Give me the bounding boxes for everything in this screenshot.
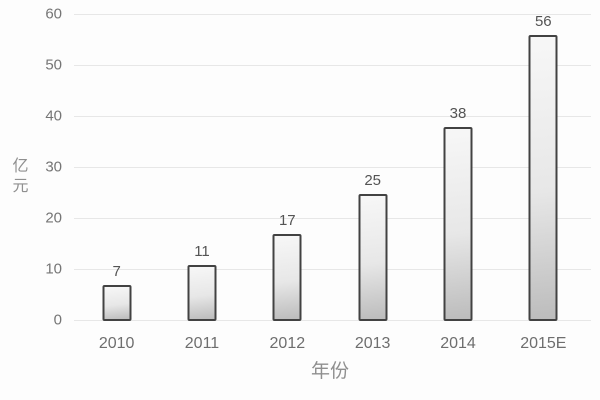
gridline bbox=[74, 64, 591, 66]
bar-slot: 7 2010 bbox=[74, 15, 159, 351]
bar-slot: 25 2013 bbox=[330, 15, 415, 352]
gridline bbox=[74, 115, 591, 117]
x-tick-label: 2012 bbox=[269, 335, 306, 352]
x-tick-label: 2014 bbox=[440, 335, 476, 352]
bar-value-label: 38 bbox=[449, 105, 467, 123]
bar-value-label: 25 bbox=[364, 171, 381, 189]
x-tick-label: 2015E bbox=[520, 335, 567, 352]
y-tick-label: 30 bbox=[45, 158, 62, 176]
bar-value-label: 56 bbox=[534, 13, 552, 31]
gridline bbox=[74, 14, 591, 15]
y-tick-label: 0 bbox=[53, 311, 62, 329]
bar bbox=[272, 234, 302, 321]
bar-value-label: 17 bbox=[278, 212, 296, 230]
x-axis-title: 年份 bbox=[310, 361, 349, 382]
bar-slot: 11 2011 bbox=[159, 15, 244, 352]
x-tick-label: 2013 bbox=[354, 335, 391, 352]
x-tick-label: 2011 bbox=[184, 335, 220, 352]
bar bbox=[528, 35, 558, 321]
gridline bbox=[74, 167, 591, 168]
gridline bbox=[74, 320, 591, 321]
y-axis-title: 亿元 bbox=[12, 158, 29, 195]
bar bbox=[187, 264, 217, 321]
bar bbox=[358, 193, 388, 321]
plot-area: 7 2010 11 2011 17 2012 25 2013 38 2014 56 2015E bbox=[74, 13, 591, 352]
bar-value-label: 11 bbox=[194, 242, 210, 260]
bar-value-label: 7 bbox=[112, 263, 121, 281]
bar bbox=[102, 285, 132, 321]
gridline bbox=[74, 217, 591, 219]
y-tick-label: 50 bbox=[45, 56, 62, 74]
y-tick-label: 60 bbox=[45, 5, 62, 23]
y-tick-label: 40 bbox=[45, 107, 62, 125]
y-tick-label: 20 bbox=[45, 209, 62, 227]
bar-slot: 56 2015E bbox=[501, 13, 586, 351]
bar-slot: 38 2014 bbox=[415, 15, 500, 351]
bar bbox=[443, 127, 473, 321]
y-axis-tick-labels: 0 10 20 30 40 50 60 bbox=[26, 7, 62, 328]
y-tick-label: 10 bbox=[45, 260, 62, 278]
gridline bbox=[74, 269, 591, 270]
bar-slot: 17 2012 bbox=[245, 15, 330, 351]
x-tick-label: 2010 bbox=[98, 335, 135, 352]
